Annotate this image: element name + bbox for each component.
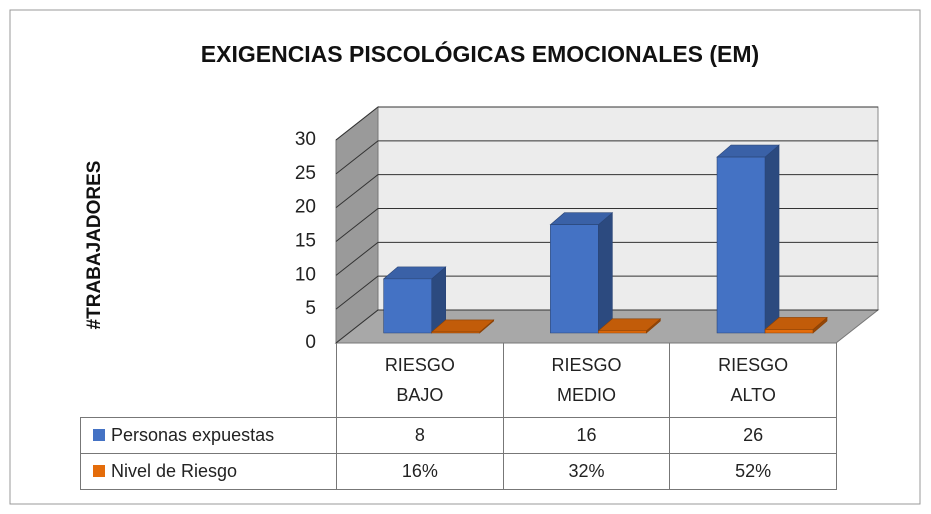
y-tick-label: 15: [295, 231, 316, 252]
bar-front: [383, 278, 433, 334]
bar-front: [716, 156, 766, 334]
legend-cell: Personas expuestas: [80, 417, 336, 454]
grid-line: [335, 208, 878, 242]
y-tick-label: 20: [295, 197, 316, 218]
table-value: 16: [502, 417, 670, 454]
grid-line: [335, 106, 878, 141]
bar-front: [550, 224, 599, 334]
bar: [430, 319, 495, 334]
grid-line: [335, 241, 878, 276]
grid-line: [335, 174, 878, 209]
y-tick-label: 25: [295, 163, 316, 184]
legend-label: Nivel de Riesgo: [111, 460, 238, 481]
bar-side: [764, 144, 780, 334]
legend-key: [93, 465, 105, 478]
bar: [549, 212, 614, 334]
bar-side: [598, 212, 613, 334]
bar-front: [598, 330, 647, 334]
legend-key: [93, 429, 105, 442]
grid-line: [335, 275, 878, 310]
bar: [597, 318, 662, 334]
bar: [764, 316, 828, 334]
bar-front: [431, 331, 481, 334]
y-tick-label: 10: [295, 264, 316, 285]
grid-line: [335, 309, 878, 344]
bar: [716, 144, 780, 334]
y-axis-label: #TRABAJADORES: [84, 161, 105, 330]
table-value: 32%: [502, 453, 670, 490]
category-label: RIESGO ALTO: [669, 343, 836, 417]
legend-cell: Nivel de Riesgo: [80, 453, 336, 490]
category-label: RIESGO BAJO: [336, 343, 503, 417]
table-value: 8: [336, 417, 503, 454]
y-tick-label: 5: [305, 298, 316, 319]
bar: [382, 266, 447, 334]
category-label: RIESGO MEDIO: [502, 343, 670, 417]
chart-title: EXIGENCIAS PISCOLÓGICAS EMOCIONALES (EM): [201, 40, 759, 67]
table-edge: [836, 343, 837, 490]
y-tick-label: 30: [295, 129, 316, 150]
table-value: 52%: [669, 453, 836, 490]
grid-line: [335, 140, 878, 175]
y-tick-label: 0: [305, 332, 316, 353]
table-value: 16%: [336, 453, 503, 490]
table-value: 26: [669, 417, 836, 454]
legend-label: Personas expuestas: [111, 424, 275, 445]
bar-front: [764, 329, 814, 334]
